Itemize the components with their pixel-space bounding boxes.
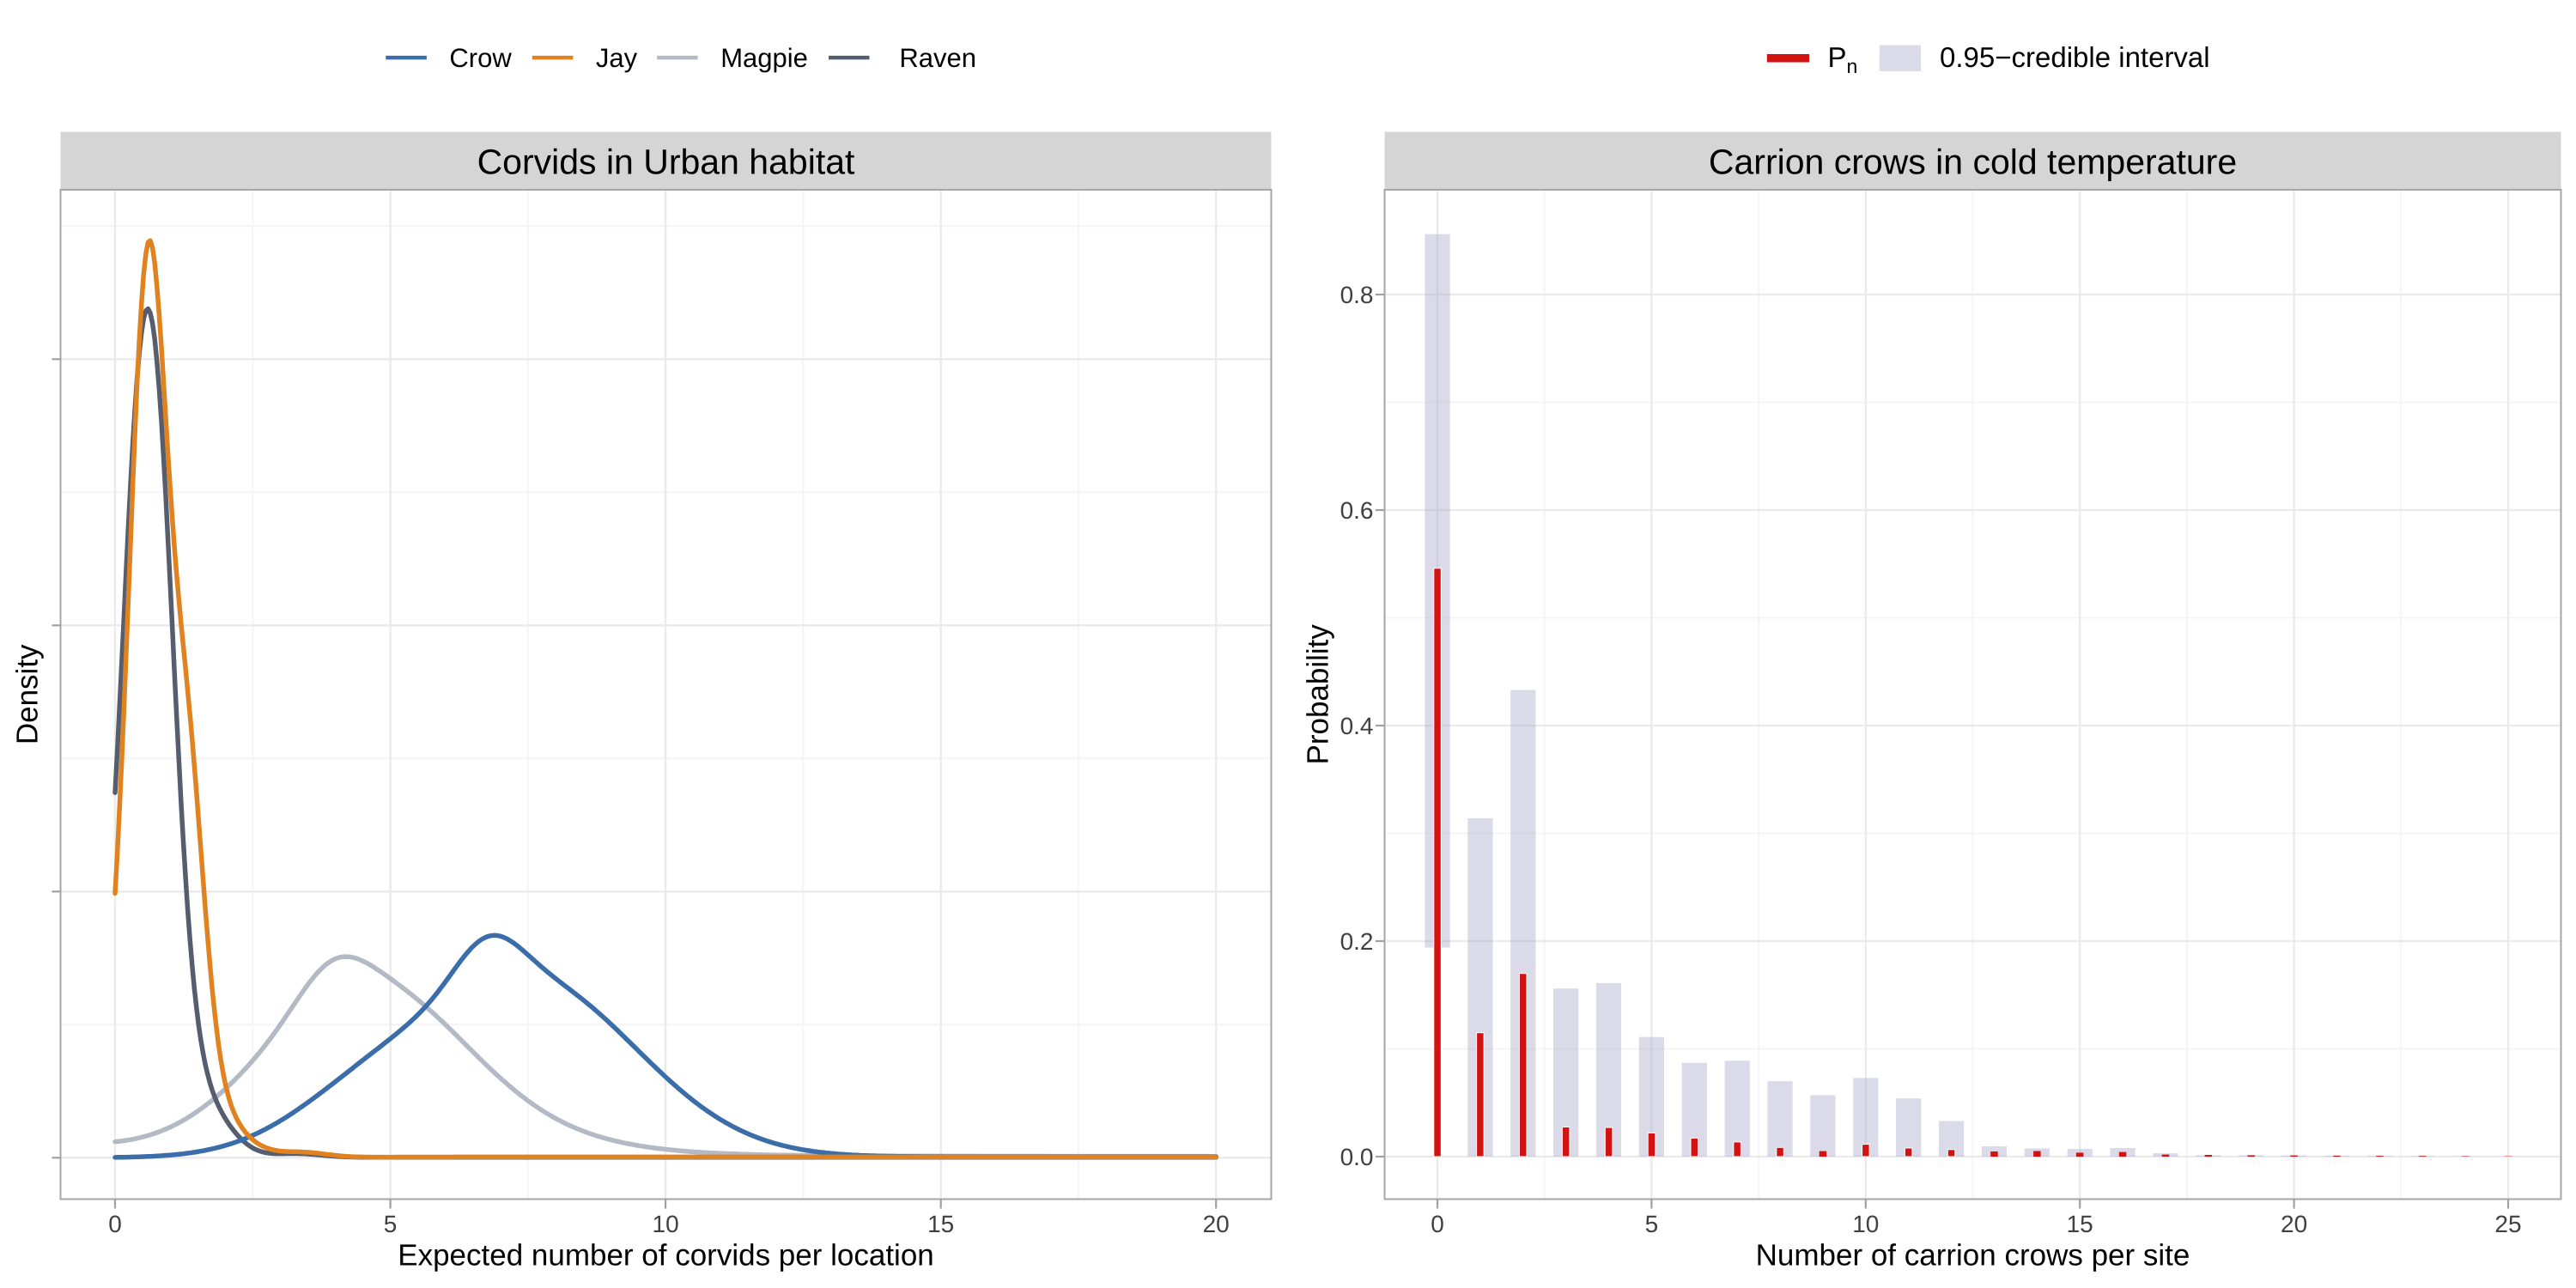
svg-text:Jay: Jay (596, 43, 638, 73)
svg-text:Carrion crows in cold temperat: Carrion crows in cold temperature (1709, 143, 2237, 182)
svg-text:15: 15 (927, 1211, 954, 1237)
svg-text:0.8: 0.8 (1340, 282, 1374, 308)
svg-text:0.6: 0.6 (1340, 497, 1374, 524)
svg-text:Magpie: Magpie (720, 43, 808, 73)
svg-text:15: 15 (2067, 1211, 2093, 1237)
svg-text:25: 25 (2494, 1211, 2521, 1237)
svg-text:20: 20 (2281, 1211, 2307, 1237)
svg-text:0: 0 (1431, 1211, 1444, 1237)
svg-text:Density: Density (11, 644, 45, 744)
svg-text:10: 10 (1852, 1211, 1879, 1237)
svg-text:0.95−credible interval: 0.95−credible interval (1940, 41, 2210, 73)
svg-text:Number of carrion crows per si: Number of carrion crows per site (1756, 1239, 2190, 1273)
svg-text:Raven: Raven (899, 43, 976, 73)
svg-text:10: 10 (653, 1211, 679, 1237)
svg-text:0.0: 0.0 (1340, 1144, 1374, 1170)
svg-text:5: 5 (384, 1211, 398, 1237)
svg-text:0.2: 0.2 (1340, 928, 1374, 955)
svg-text:0: 0 (108, 1211, 122, 1237)
svg-text:Corvids in Urban habitat: Corvids in Urban habitat (477, 143, 855, 182)
svg-text:Crow: Crow (449, 43, 512, 73)
svg-text:Probability: Probability (1302, 624, 1335, 765)
svg-text:20: 20 (1203, 1211, 1230, 1237)
svg-text:0.4: 0.4 (1340, 713, 1374, 739)
svg-text:5: 5 (1645, 1211, 1659, 1237)
svg-text:Pn: Pn (1828, 41, 1858, 77)
svg-text:Expected number of corvids per: Expected number of corvids per location (398, 1239, 934, 1273)
